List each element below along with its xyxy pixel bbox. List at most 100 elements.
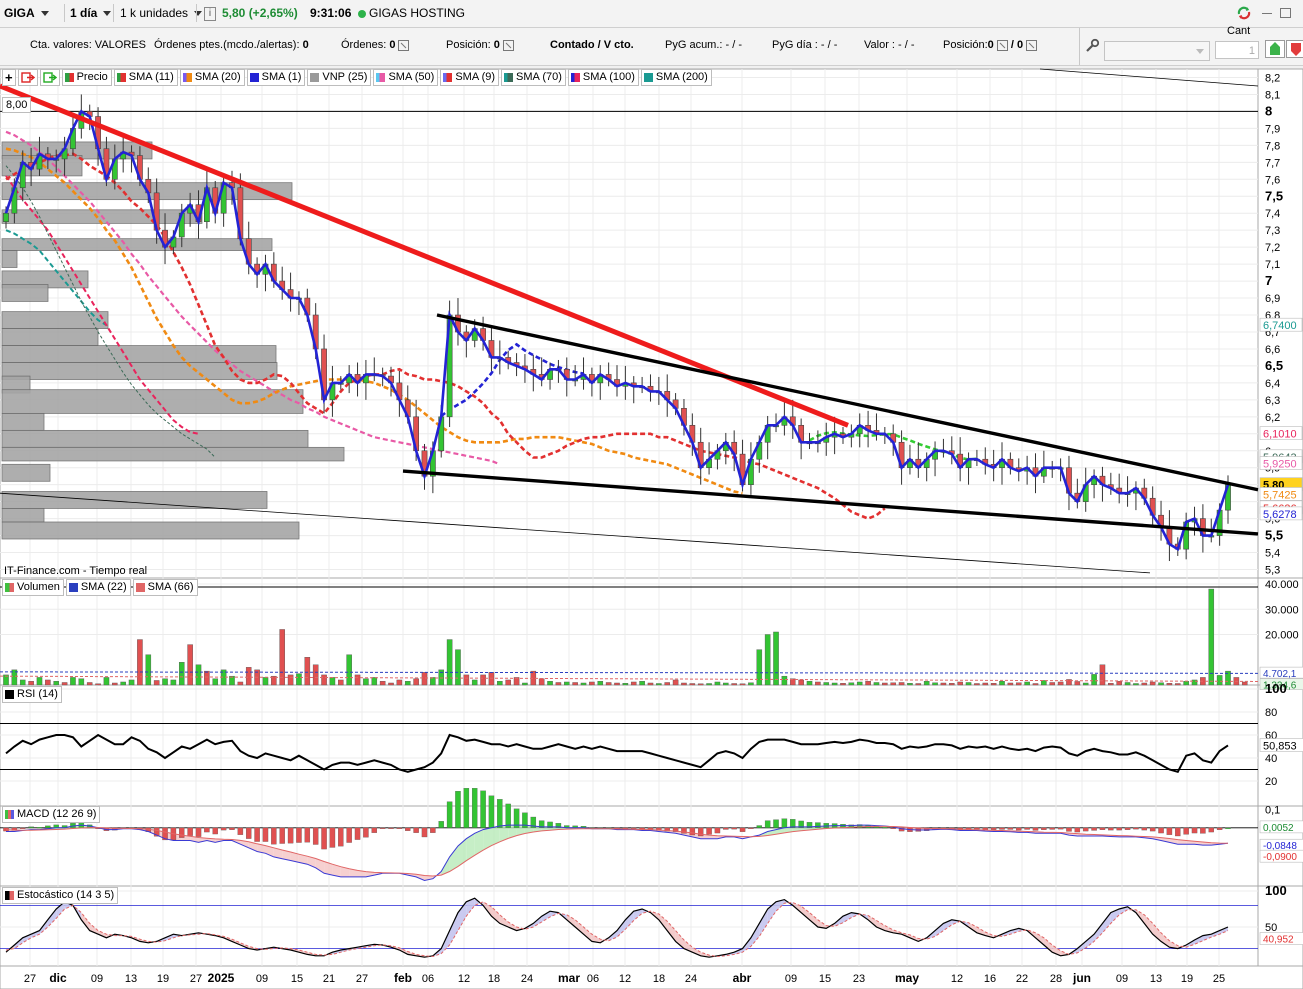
macd-histogram-bar xyxy=(756,825,763,828)
y-tick-label: 8 xyxy=(1265,103,1272,118)
macd-fill xyxy=(273,847,283,859)
orders[interactable]: Órdenes: 0 xyxy=(341,39,410,51)
volume-bar xyxy=(471,679,478,686)
macd-histogram-bar xyxy=(179,827,185,838)
sma-11-line xyxy=(5,152,886,521)
swatch xyxy=(116,73,126,82)
volume-bar xyxy=(287,674,294,686)
sell-icon[interactable] xyxy=(1286,40,1303,58)
divider xyxy=(1079,28,1080,65)
macd-histogram-bar xyxy=(1166,827,1173,835)
legend-item-precio[interactable]: Precio xyxy=(61,69,112,86)
legend-item-sma1[interactable]: SMA (1) xyxy=(246,69,306,86)
x-tick-label: abr xyxy=(733,971,752,985)
legend-item-sma100[interactable]: SMA (100) xyxy=(567,69,639,86)
interval-select[interactable]: 1 día xyxy=(70,4,112,22)
legend-item-sma70[interactable]: SMA (70) xyxy=(501,69,566,86)
macd-histogram-bar xyxy=(455,791,461,828)
add-indicator-button[interactable]: + xyxy=(2,69,16,86)
macd-label-box xyxy=(1259,820,1303,834)
legend-item-vol-sma22[interactable]: SMA (22) xyxy=(65,579,131,596)
legend-item-vol-sma66[interactable]: SMA (66) xyxy=(132,579,198,596)
macd-histogram-bar xyxy=(262,827,269,842)
quantity-input[interactable]: 1 xyxy=(1215,41,1259,59)
legend-item-sma20[interactable]: SMA (20) xyxy=(179,69,245,86)
expand-icon[interactable] xyxy=(1026,39,1038,51)
volume-profile-bar xyxy=(1,328,99,346)
export-red-button[interactable] xyxy=(17,69,38,86)
volume-bar xyxy=(806,681,813,686)
macd-fill xyxy=(290,852,299,863)
volume-bar xyxy=(195,664,202,686)
stoch-fill xyxy=(566,914,576,927)
macd-histogram-bar xyxy=(338,827,344,847)
info-icon[interactable]: i xyxy=(204,7,216,21)
legend-item-vnp25[interactable]: VNP (25) xyxy=(307,69,372,86)
volume-bar xyxy=(522,682,528,686)
stoch-fill xyxy=(759,909,768,937)
volume-bar xyxy=(923,681,930,686)
legend-item-sma11[interactable]: SMA (11) xyxy=(113,69,178,86)
x-tick-label: 06 xyxy=(422,973,434,985)
macd-histogram-bar xyxy=(1225,827,1231,829)
ticker-select[interactable]: GIGA xyxy=(4,4,49,22)
expand-icon[interactable] xyxy=(502,39,514,51)
units-select[interactable]: 1 k unidades xyxy=(120,4,203,22)
volume-bar xyxy=(689,683,696,686)
legend-item-macd[interactable]: MACD (12 26 9) xyxy=(2,806,101,823)
expand-icon[interactable] xyxy=(996,39,1008,51)
legend-item-stoch[interactable]: Estocástico (14 3 5) xyxy=(2,887,119,904)
legend-item-sma9[interactable]: SMA (9) xyxy=(440,69,500,86)
y-tick-label: 7 xyxy=(1265,273,1272,288)
macd-histogram-bar xyxy=(781,818,788,828)
orders-label: Órdenes: xyxy=(341,39,387,51)
stoch-fill xyxy=(968,922,977,933)
stoch-fill xyxy=(1010,928,1019,935)
volume-bar xyxy=(3,674,9,686)
sma-1-line xyxy=(4,109,1230,552)
volume-bar xyxy=(1133,683,1139,686)
macd-histogram-bar xyxy=(1124,827,1131,830)
macd-histogram-bar xyxy=(1007,827,1014,830)
x-tick-label: 16 xyxy=(984,973,996,985)
position-value: 0 xyxy=(493,39,500,51)
stock-chart[interactable]: 27 dic 09 13 19 27 2025 09 15 21 27 feb 06 12 18 24 mar 0… xyxy=(0,66,1303,989)
macd-fill xyxy=(257,843,266,854)
plus-icon: + xyxy=(5,70,13,85)
export-green-button[interactable] xyxy=(39,69,60,86)
account-select[interactable] xyxy=(1104,41,1210,61)
y-tick-label: 30.000 xyxy=(1265,604,1299,616)
volume-bar xyxy=(1158,682,1164,686)
buy-icon[interactable] xyxy=(1265,40,1285,58)
volume-bar xyxy=(45,679,51,686)
volume-bar xyxy=(95,683,101,686)
volume-bar xyxy=(28,681,34,686)
minimize-icon[interactable] xyxy=(1262,13,1272,14)
position[interactable]: Posición: 0 xyxy=(446,39,514,51)
volume-bar xyxy=(304,657,311,686)
stoch-fill xyxy=(667,921,676,942)
expand-icon[interactable] xyxy=(398,39,410,51)
volume-bar xyxy=(982,682,989,686)
volume-bar xyxy=(1091,674,1097,686)
macd-histogram-bar xyxy=(672,827,679,832)
x-tick-label: 23 xyxy=(853,973,865,985)
volume-profile-bar xyxy=(1,491,268,509)
volume-bar xyxy=(145,654,152,686)
volume-bar xyxy=(1183,681,1189,686)
refresh-icon[interactable] xyxy=(1236,5,1252,21)
volume-bar xyxy=(714,681,721,686)
volume-bar xyxy=(564,681,570,686)
legend-item-volumen[interactable]: Volumen xyxy=(2,579,64,596)
volume-bar xyxy=(873,682,880,686)
volume-bar xyxy=(505,679,511,686)
legend-item-sma200[interactable]: SMA (200) xyxy=(640,69,712,86)
legend-item-sma50[interactable]: SMA (50) xyxy=(373,69,439,86)
volume-bar xyxy=(36,677,43,686)
position-summary[interactable]: Posición:0 / 0 xyxy=(943,39,1038,51)
x-tick-label: 15 xyxy=(819,973,831,985)
legend-item-rsi[interactable]: RSI (14) xyxy=(2,686,62,703)
maximize-icon[interactable] xyxy=(1280,8,1291,18)
wrench-icon[interactable] xyxy=(1084,38,1100,54)
volume-bar xyxy=(321,674,327,686)
